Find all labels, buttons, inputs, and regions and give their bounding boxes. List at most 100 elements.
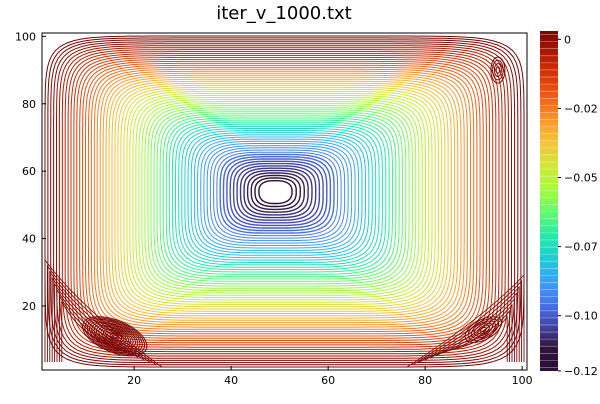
contour-level	[126, 90, 436, 305]
contour-level	[141, 101, 420, 294]
corner-contour	[430, 297, 515, 362]
contour-level	[246, 172, 305, 213]
contour-level	[85, 62, 481, 337]
contour-level	[105, 76, 459, 321]
contour-level	[232, 162, 321, 224]
contour-level	[56, 43, 512, 359]
contour-lines	[44, 35, 525, 368]
chart-title: iter_v_1000.txt	[216, 3, 351, 24]
corner-contour	[44, 258, 163, 368]
contour-level	[108, 78, 456, 319]
contour-level	[61, 47, 506, 355]
contour-level	[150, 107, 410, 287]
colorbar-tick-label: −0.07	[564, 241, 598, 254]
contour-level	[168, 119, 390, 273]
colorbar-tick-label: −0.12	[564, 365, 598, 378]
contour-level	[144, 103, 417, 292]
corner-contour	[61, 300, 121, 362]
contour-level	[96, 70, 468, 328]
eddy-contour	[82, 316, 148, 357]
contour-level	[222, 156, 332, 232]
colorbar-tick-label: −0.02	[564, 102, 598, 115]
contour-level	[178, 125, 380, 266]
colorbar-levels	[540, 34, 558, 368]
contour-level	[159, 113, 400, 280]
contour-level	[200, 140, 356, 249]
contour-level	[87, 64, 478, 335]
y-tick-label: 20	[22, 300, 36, 313]
contour-level	[132, 94, 430, 301]
contour-level	[82, 60, 484, 339]
corner-contour	[424, 291, 518, 362]
contour-level	[213, 149, 342, 239]
corner-contour	[58, 294, 127, 362]
contour-level	[76, 57, 490, 344]
x-tick-label: 20	[127, 374, 141, 387]
plot-frame	[41, 32, 528, 371]
contour-level	[135, 96, 426, 299]
contour-level	[171, 121, 387, 271]
corner-contour	[49, 270, 151, 363]
contour-level	[90, 66, 475, 333]
corner-contour	[406, 273, 525, 368]
eddy-contour	[89, 320, 141, 353]
contour-level	[162, 115, 397, 278]
contour-level	[175, 123, 383, 268]
corner-contour	[54, 282, 139, 362]
contour-level	[138, 99, 423, 296]
eddy-contour	[493, 63, 502, 78]
contour-level	[114, 82, 449, 314]
contour-level	[79, 59, 487, 341]
contour-level	[129, 92, 433, 303]
contour-level	[70, 53, 497, 348]
contour-level	[93, 68, 471, 330]
x-tick-label: 60	[321, 374, 335, 387]
contour-level	[243, 169, 309, 216]
contour-level	[181, 128, 377, 263]
contour-level	[165, 117, 393, 275]
eddy-contour	[95, 324, 134, 348]
contour-level	[226, 158, 328, 229]
contour-level	[44, 35, 525, 368]
contour-level	[258, 180, 293, 205]
contour-level	[67, 51, 500, 350]
corner-contour	[51, 276, 145, 362]
colorbar	[540, 31, 558, 371]
contour-level	[193, 136, 363, 254]
y-axis: 20 40 60 80 100	[15, 30, 46, 313]
contour-level	[47, 37, 522, 366]
contour-level	[58, 45, 509, 357]
eddy-contour	[490, 56, 506, 84]
contour-level	[64, 49, 503, 353]
contour-level	[216, 151, 339, 237]
contour-level	[73, 55, 494, 346]
contour-level	[117, 84, 446, 312]
contour-level	[147, 105, 413, 289]
x-tick-label: 100	[512, 374, 533, 387]
contour-level	[236, 165, 317, 221]
colorbar-tick-label: −0.05	[564, 172, 598, 185]
x-axis: 20 40 60 80 100	[127, 366, 533, 387]
corner-contour	[436, 303, 513, 362]
y-tick-label: 80	[22, 98, 36, 111]
contour-level	[156, 111, 403, 282]
contour-level	[153, 109, 407, 285]
colorbar-tick-label: −0.10	[564, 310, 598, 323]
contour-level	[50, 39, 519, 364]
eddy-contour	[84, 317, 146, 355]
corner-contour	[448, 315, 508, 362]
contour-level	[203, 143, 353, 246]
colorbar-ticks: 0 −0.02 −0.05 −0.07 −0.10 −0.12	[558, 33, 598, 378]
y-tick-label: 40	[22, 233, 36, 246]
contour-level	[53, 41, 516, 361]
x-tick-label: 40	[224, 374, 238, 387]
contour-level	[184, 130, 373, 261]
contour-level	[187, 132, 370, 259]
contour-level	[254, 177, 297, 208]
contour-level	[99, 72, 465, 326]
contour-level	[250, 174, 301, 211]
contour-level	[111, 80, 452, 317]
contour-level	[190, 134, 366, 256]
eddy-contour	[492, 59, 504, 81]
